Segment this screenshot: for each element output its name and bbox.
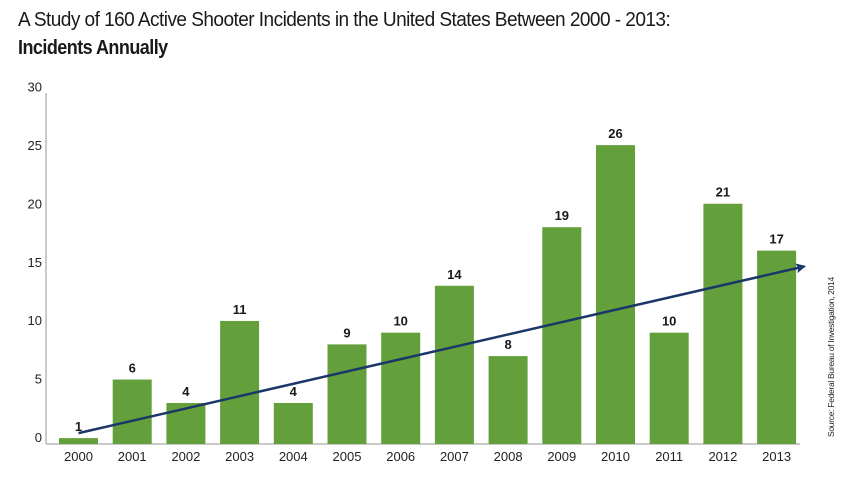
bar[interactable] — [757, 250, 797, 444]
x-tick-label: 2006 — [386, 449, 415, 464]
data-label: 26 — [608, 126, 622, 141]
data-label: 11 — [233, 302, 247, 317]
data-label: 6 — [129, 361, 136, 376]
x-tick-label: 2007 — [440, 449, 469, 464]
y-tick-label: 0 — [35, 430, 42, 445]
bar[interactable] — [59, 438, 98, 444]
x-tick-label: 2010 — [601, 449, 630, 464]
bar[interactable] — [220, 320, 260, 444]
bar[interactable] — [542, 227, 582, 444]
x-tick-label: 2003 — [225, 449, 254, 464]
bar[interactable] — [166, 402, 206, 444]
x-tick-label: 2005 — [333, 449, 362, 464]
y-tick-label: 5 — [35, 372, 42, 387]
x-tick-label: 2008 — [494, 449, 523, 464]
bar[interactable] — [327, 344, 367, 444]
y-tick-label: 25 — [28, 138, 42, 153]
bar[interactable] — [434, 285, 474, 444]
chart-title: A Study of 160 Active Shooter Incidents … — [18, 8, 671, 31]
data-label: 8 — [504, 337, 511, 352]
x-tick-label: 2002 — [171, 449, 200, 464]
x-tick-label: 2009 — [547, 449, 576, 464]
data-label: 1 — [75, 419, 82, 434]
bar[interactable] — [703, 203, 743, 444]
data-label: 4 — [290, 384, 298, 399]
data-label: 10 — [393, 314, 407, 329]
y-tick-label: 10 — [28, 313, 42, 328]
x-tick-label: 2000 — [64, 449, 93, 464]
x-tick-label: 2004 — [279, 449, 308, 464]
data-label: 21 — [716, 185, 730, 200]
trend-arrow — [78, 263, 807, 435]
data-label: 10 — [662, 314, 676, 329]
x-tick-label: 2013 — [762, 449, 791, 464]
chart-subtitle: Incidents Annually — [18, 37, 168, 59]
bar[interactable] — [381, 332, 421, 444]
x-tick-label: 2012 — [708, 449, 737, 464]
y-tick-label: 20 — [28, 196, 42, 211]
bar[interactable] — [112, 379, 152, 444]
data-label: 9 — [343, 325, 350, 340]
data-label: 19 — [555, 208, 569, 223]
bar[interactable] — [596, 145, 635, 444]
x-tick-label: 2001 — [118, 449, 147, 464]
y-tick-label: 15 — [28, 255, 42, 270]
data-label: 4 — [182, 384, 190, 399]
x-tick-label: 2011 — [655, 449, 683, 464]
bar[interactable] — [273, 402, 313, 444]
bar[interactable] — [649, 332, 689, 444]
data-label: 14 — [447, 267, 462, 282]
bar[interactable] — [488, 356, 528, 444]
y-tick-label: 30 — [28, 80, 42, 95]
data-label: 17 — [769, 232, 783, 247]
